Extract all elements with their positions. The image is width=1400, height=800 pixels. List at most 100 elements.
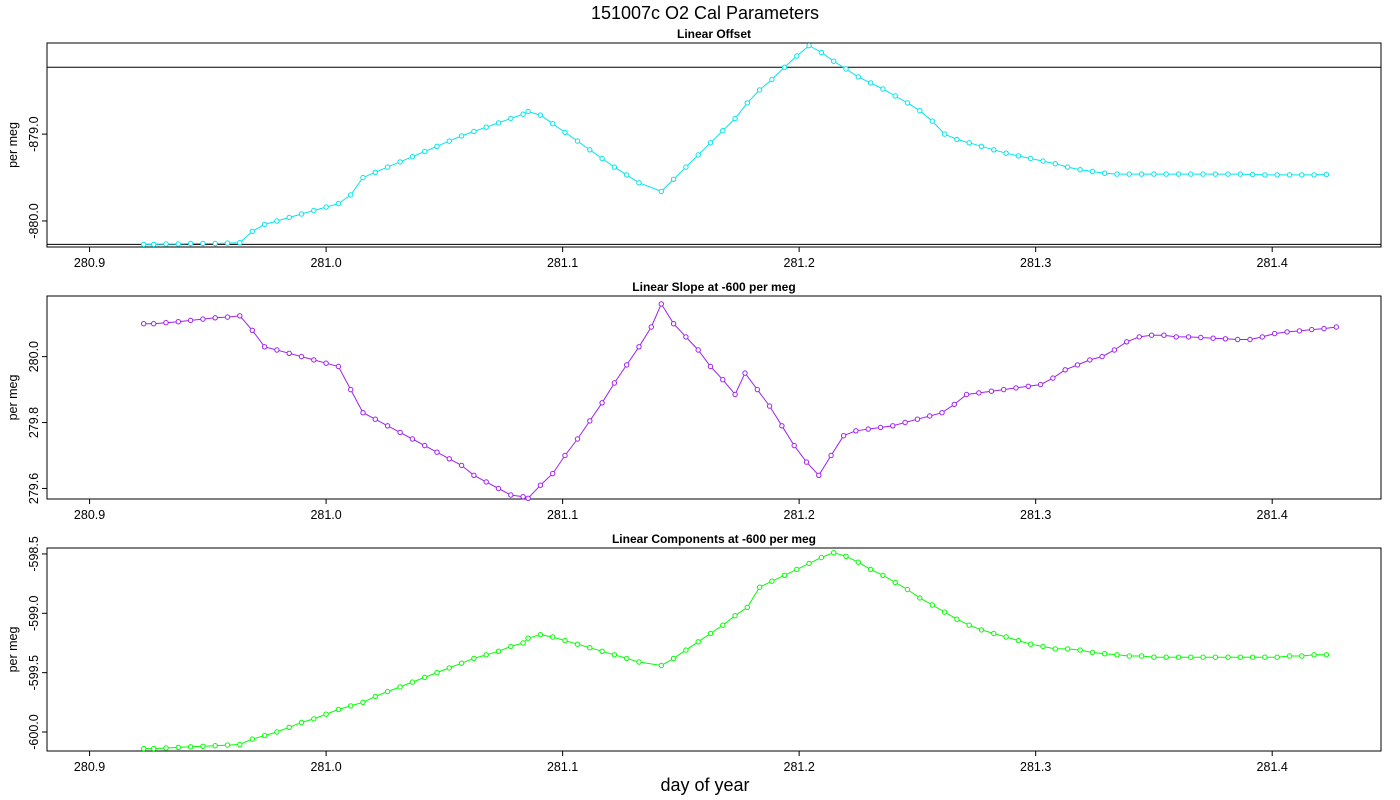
- data-point: [550, 470, 556, 477]
- data-point: [1321, 325, 1327, 332]
- data-point: [1271, 330, 1278, 337]
- data-point: [1126, 171, 1133, 177]
- data-point: [348, 192, 354, 198]
- data-point: [769, 76, 775, 83]
- data-point: [904, 586, 911, 593]
- series-line: [143, 552, 1327, 750]
- data-point: [1262, 172, 1268, 178]
- data-point: [1148, 332, 1155, 338]
- data-point: [1114, 171, 1120, 177]
- data-point: [951, 401, 957, 408]
- data-point: [360, 174, 366, 181]
- x-tick-label: 281.2: [784, 760, 815, 774]
- data-point: [520, 494, 526, 500]
- data-point: [1163, 171, 1169, 177]
- x-tick-label: 280.9: [74, 760, 105, 774]
- data-point: [599, 400, 605, 406]
- data-point: [520, 640, 526, 646]
- data-point: [1286, 172, 1293, 178]
- data-point: [1323, 171, 1330, 178]
- data-point: [409, 679, 416, 685]
- data-point: [1212, 171, 1219, 177]
- data-point: [599, 648, 605, 654]
- data-point: [1126, 653, 1133, 659]
- data-point: [175, 241, 182, 247]
- data-point: [422, 442, 428, 449]
- data-point: [434, 669, 440, 676]
- data-point: [867, 566, 874, 573]
- data-point: [587, 418, 593, 424]
- data-point: [587, 645, 593, 651]
- data-point: [991, 630, 997, 637]
- data-point: [1163, 654, 1169, 660]
- data-point: [988, 388, 995, 394]
- data-point: [360, 410, 366, 416]
- data-point: [1237, 654, 1244, 660]
- data-point: [384, 423, 391, 429]
- data-point: [348, 386, 354, 393]
- data-point: [1001, 386, 1007, 393]
- data-point: [249, 228, 256, 235]
- data-point: [1102, 170, 1108, 176]
- data-point: [311, 207, 317, 214]
- data-point: [187, 744, 194, 750]
- data-point: [550, 121, 556, 127]
- data-point: [917, 108, 923, 114]
- data-point: [298, 719, 305, 726]
- x-tick-label: 281.3: [1020, 760, 1051, 774]
- data-point: [1025, 383, 1032, 389]
- data-point: [212, 240, 218, 247]
- data-point: [562, 452, 568, 459]
- data-point: [237, 313, 243, 319]
- data-point: [562, 129, 568, 136]
- plot-frame: [46, 295, 1382, 500]
- data-point: [335, 706, 342, 713]
- data-point: [372, 416, 378, 422]
- data-point: [360, 699, 366, 705]
- data-point: [151, 241, 157, 248]
- data-point: [1284, 329, 1290, 335]
- data-point: [954, 136, 960, 143]
- data-point: [1323, 652, 1330, 658]
- data-point: [1222, 336, 1229, 342]
- data-point: [1274, 172, 1280, 178]
- data-point: [1089, 649, 1096, 656]
- data-point: [537, 482, 544, 488]
- data-point: [1200, 171, 1206, 177]
- data-point: [840, 433, 847, 439]
- data-point: [1333, 324, 1340, 330]
- data-point: [274, 729, 280, 735]
- data-point: [446, 665, 452, 671]
- x-tick-label: 281.0: [310, 256, 341, 270]
- data-point: [1052, 161, 1059, 167]
- data-point: [941, 609, 948, 615]
- data-point: [781, 572, 788, 578]
- data-point: [1087, 357, 1093, 363]
- data-point: [274, 347, 280, 353]
- y-tick-label: -599.0: [27, 596, 41, 631]
- data-point: [1136, 334, 1143, 340]
- data-point: [939, 410, 945, 416]
- data-point: [978, 143, 985, 150]
- data-point: [1247, 336, 1253, 343]
- data-point: [1124, 339, 1130, 345]
- data-point: [141, 241, 147, 248]
- y-tick-label: 279.8: [27, 407, 41, 438]
- data-point: [163, 320, 169, 326]
- x-tick-label: 281.1: [547, 508, 578, 522]
- data-point: [1274, 654, 1280, 660]
- data-point: [636, 180, 642, 186]
- x-tick-label: 281.0: [310, 760, 341, 774]
- panel-2: Linear Slope at -600 per meg 280.9 281.0 28…: [6, 280, 1382, 522]
- data-point: [806, 560, 812, 567]
- data-point: [991, 147, 997, 153]
- data-point: [1003, 634, 1009, 640]
- y-tick-label: -879.0: [27, 116, 41, 151]
- y-tick-label: 280.0: [27, 341, 41, 372]
- data-point: [163, 241, 169, 247]
- data-point: [1311, 172, 1317, 178]
- data-point: [483, 652, 489, 658]
- data-point: [1225, 171, 1231, 177]
- data-point: [611, 652, 618, 658]
